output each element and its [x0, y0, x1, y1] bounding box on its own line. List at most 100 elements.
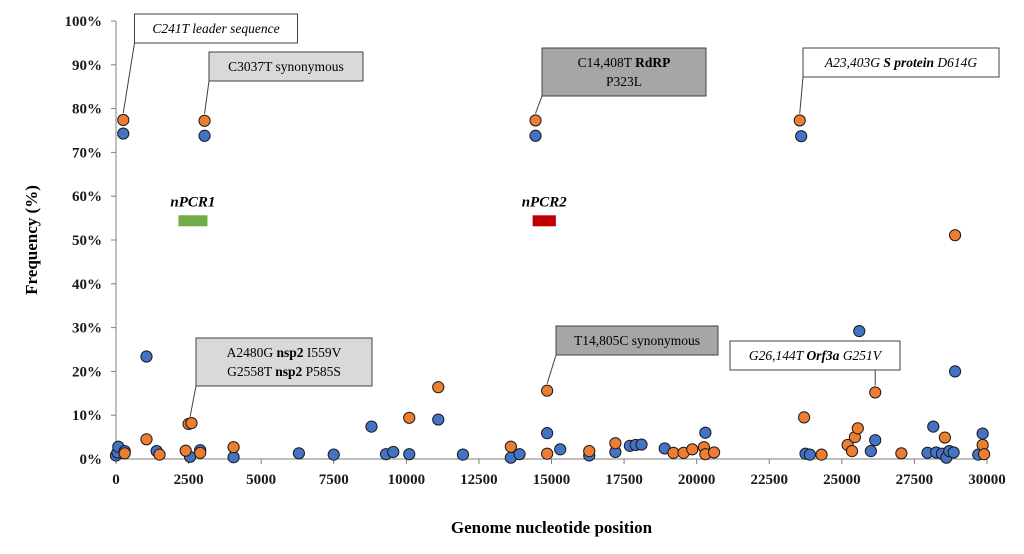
data-point-blue: [869, 434, 882, 447]
annotation-text: A23,403G S protein D614G: [824, 55, 978, 70]
y-tick-label: 0%: [80, 452, 103, 468]
annotation-text: T14,805C synonymous: [574, 333, 700, 348]
annotation-leader-line: [189, 385, 197, 418]
region-label-nPCR1: nPCR1: [170, 194, 215, 210]
data-point-orange: [583, 445, 596, 458]
annotation-text-segment: I559V: [304, 345, 342, 360]
x-tick-label: 20000: [678, 472, 716, 488]
data-point-orange: [815, 448, 828, 461]
data-point-orange: [153, 448, 166, 461]
region-bar-nPCR1: [178, 215, 208, 227]
x-tick-label: 5000: [246, 472, 276, 488]
y-tick-label: 80%: [72, 102, 102, 118]
annotation-text-segment: A23,403G: [824, 55, 884, 70]
annotation-text-segment: A2480G: [227, 345, 277, 360]
annotation-text-segment: C3037T synonymous: [228, 59, 344, 74]
annotation-leader-line: [799, 76, 804, 114]
annotation-text: G26,144T Orf3a G251V: [749, 348, 883, 363]
data-point-orange: [541, 447, 554, 460]
data-point-blue: [541, 427, 554, 440]
annotation-text-segment: C241T leader sequence: [152, 21, 279, 36]
data-point-blue: [403, 448, 416, 461]
x-tick-label: 25000: [823, 472, 861, 488]
annotation-box: [195, 337, 373, 387]
data-point-blue: [803, 448, 816, 461]
x-tick-label: 12500: [460, 472, 498, 488]
data-point-blue: [853, 325, 866, 338]
data-point-blue: [699, 426, 712, 439]
annotation-box: [208, 51, 364, 82]
annotation-leader-line: [546, 354, 557, 384]
region-bar-nPCR2: [532, 215, 556, 227]
data-point-blue: [947, 446, 960, 459]
annotation-text-segment: P323L: [606, 74, 642, 89]
annotation-text-segment: D614G: [934, 55, 977, 70]
x-tick-label: 17500: [605, 472, 643, 488]
data-point-blue: [948, 365, 962, 378]
y-tick-label: 60%: [72, 189, 102, 205]
data-point-orange: [845, 445, 859, 458]
data-point-blue: [529, 129, 542, 142]
data-point-orange: [609, 437, 622, 450]
y-tick-label: 70%: [72, 145, 102, 161]
data-point-blue: [292, 447, 306, 460]
data-point-blue: [227, 451, 240, 464]
data-point-blue: [117, 127, 130, 140]
data-point-orange: [198, 114, 211, 127]
annotation-text: P323L: [606, 74, 642, 89]
x-tick-label: 30000: [968, 472, 1006, 488]
data-point-orange: [194, 446, 207, 459]
annotation-text-segment: G26,144T: [749, 348, 807, 363]
x-tick-label: 0: [112, 472, 120, 488]
data-point-blue: [864, 445, 877, 458]
x-tick-label: 10000: [388, 472, 426, 488]
data-point-blue: [140, 350, 153, 363]
data-point-orange: [227, 441, 240, 454]
annotation-text: A2480G nsp2 I559V: [227, 345, 342, 360]
data-point-blue: [554, 443, 567, 456]
data-point-orange: [185, 416, 198, 430]
data-point-blue: [327, 448, 340, 461]
x-tick-label: 2500: [174, 472, 204, 488]
data-point-orange: [707, 446, 721, 459]
data-point-orange: [432, 381, 445, 394]
y-tick-label: 10%: [72, 408, 102, 424]
x-tick-label: 22500: [751, 472, 789, 488]
data-point-orange: [793, 114, 806, 127]
annotation-text-segment: nsp2: [275, 364, 302, 379]
y-axis-title: Frequency (%): [22, 185, 41, 295]
data-point-blue: [387, 445, 400, 459]
data-point-orange: [529, 114, 542, 127]
y-tick-label: 40%: [72, 277, 102, 293]
y-tick-label: 90%: [72, 58, 102, 74]
data-point-orange: [797, 411, 811, 424]
annotation-leader-line: [535, 95, 543, 114]
y-tick-label: 100%: [65, 14, 103, 30]
data-point-orange: [667, 446, 680, 459]
data-point-orange: [117, 113, 130, 127]
y-tick-label: 30%: [72, 321, 102, 337]
annotation-text-segment: T14,805C synonymous: [574, 333, 700, 348]
data-point-blue: [635, 438, 648, 451]
y-tick-label: 20%: [72, 364, 102, 380]
data-point-orange: [118, 447, 131, 460]
data-point-orange: [504, 440, 517, 453]
annotation-leader-line: [122, 42, 135, 114]
annotation-text-segment: Orf3a: [806, 348, 839, 363]
annotation-text: G2558T nsp2 P585S: [227, 364, 341, 379]
data-point-orange: [869, 386, 882, 399]
annotation-text-segment: RdRP: [635, 55, 670, 70]
annotation-box: [555, 325, 719, 356]
data-point-orange: [541, 384, 554, 397]
data-point-blue: [432, 413, 445, 426]
annotation-box: [541, 47, 707, 97]
annotation-box: [134, 13, 298, 44]
data-point-blue: [795, 130, 808, 143]
data-point-blue: [365, 420, 378, 433]
annotation-text-segment: P585S: [302, 364, 341, 379]
data-point-orange: [938, 431, 952, 444]
data-point-orange: [977, 448, 991, 461]
annotation-text-segment: S protein: [883, 55, 934, 70]
